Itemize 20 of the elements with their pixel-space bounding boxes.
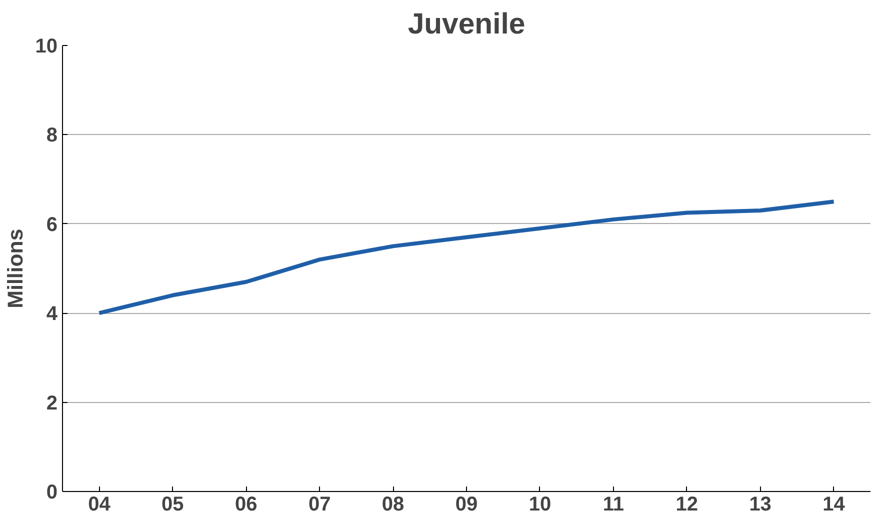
x-tick-label: 08 <box>382 494 404 513</box>
x-tick-label: 11 <box>602 494 624 513</box>
x-tick-label: 10 <box>528 494 552 513</box>
chart-title: Juvenile <box>408 8 526 40</box>
x-tick-label: 14 <box>822 494 846 513</box>
y-tick-label: 10 <box>35 36 58 58</box>
y-axis-title: Millions <box>3 228 28 308</box>
x-tick-label: 07 <box>308 494 331 513</box>
x-tick-label: 13 <box>749 494 772 513</box>
x-tick-label: 09 <box>455 494 478 513</box>
y-tick-label: 4 <box>46 303 58 326</box>
y-tick-label: 2 <box>46 392 58 414</box>
line-series <box>97 200 836 316</box>
x-tick-label: 05 <box>162 494 184 513</box>
y-tick-label: 0 <box>46 482 58 504</box>
x-tick-label: 04 <box>88 494 112 513</box>
y-tick-label: 8 <box>46 124 58 147</box>
x-tick-label: 06 <box>235 494 258 513</box>
x-tick-label: 12 <box>676 494 698 513</box>
y-tick-label: 6 <box>46 214 58 236</box>
